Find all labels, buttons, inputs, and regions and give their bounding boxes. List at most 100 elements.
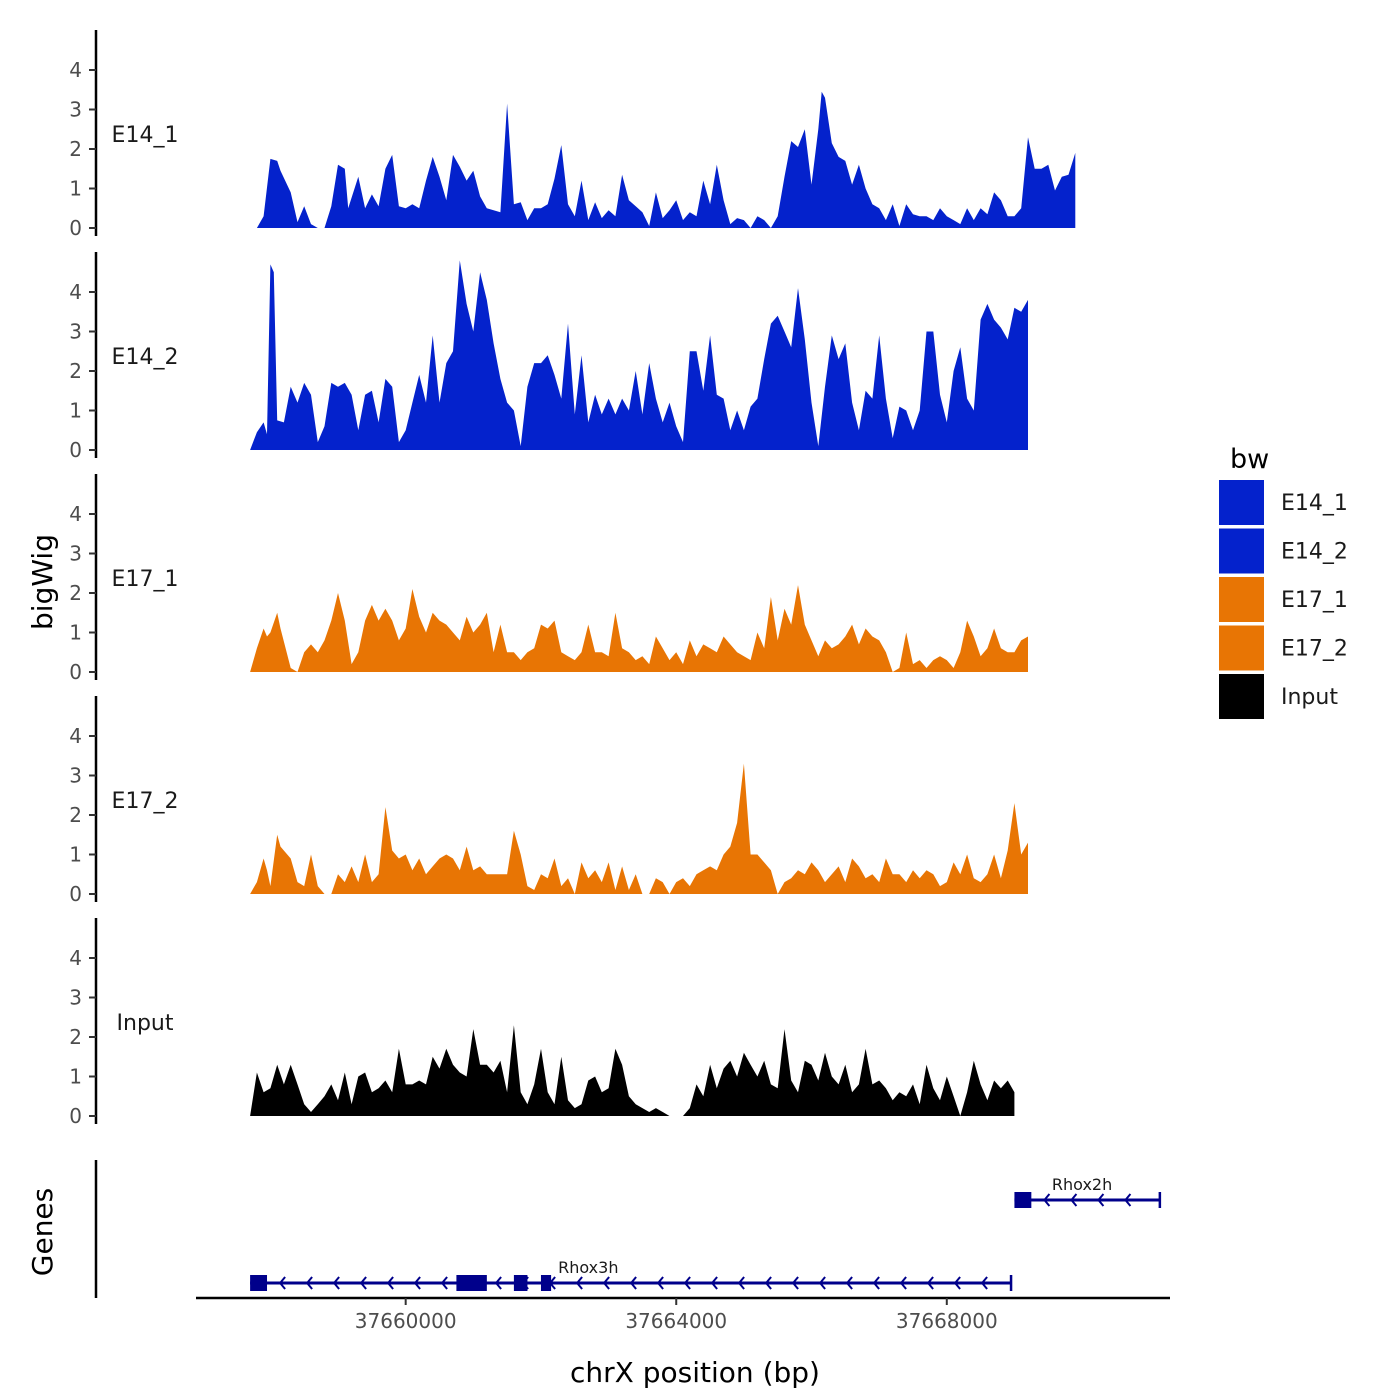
exon-block (513, 1275, 528, 1291)
strand-chevron (440, 1276, 448, 1290)
gene-annotation-track: Rhox3h Rhox2h (94, 1160, 1162, 1298)
strand-chevron (980, 1276, 988, 1290)
strand-chevron (413, 1276, 421, 1290)
x-axis: 37660000 37664000 37668000 (196, 1296, 1170, 1333)
strand-chevron (305, 1276, 313, 1290)
x-tick-label: 37660000 (355, 1309, 457, 1333)
y-tick-label: 0 (69, 1104, 82, 1128)
legend-swatch (1219, 528, 1264, 574)
strand-chevron (953, 1276, 961, 1290)
strand-chevron (1043, 1193, 1051, 1207)
strand-chevron (629, 1276, 637, 1290)
legend-item-e14-2: E14_2 (1219, 528, 1348, 574)
y-tick-label: 1 (69, 621, 82, 645)
strand-chevron (1097, 1193, 1105, 1207)
y-tick-label: 3 (69, 986, 82, 1010)
track-label: E14_2 (112, 345, 179, 370)
gene-label: Rhox2h (1052, 1175, 1112, 1194)
track-label: E14_1 (112, 123, 179, 148)
track-label: Input (117, 1011, 174, 1036)
track-e14-2: 0 1 2 3 4 E14_2 (69, 252, 1029, 462)
y-tick-label: 4 (69, 946, 82, 970)
gene-label: Rhox3h (558, 1258, 618, 1277)
y-tick-label: 3 (69, 542, 82, 566)
y-tick-label: 0 (69, 216, 82, 240)
y-tick-label: 1 (69, 843, 82, 867)
strand-chevron (710, 1276, 718, 1290)
strand-chevron (602, 1276, 610, 1290)
strand-chevron (656, 1276, 664, 1290)
track-label: E17_2 (112, 789, 179, 814)
legend-label: Input (1281, 685, 1338, 710)
strand-chevron (926, 1276, 934, 1290)
track-input: 0 1 2 3 4 Input (69, 918, 1015, 1128)
y-tick-label: 2 (69, 137, 82, 161)
strand-chevron (1124, 1193, 1132, 1207)
y-tick-label: 0 (69, 882, 82, 906)
signal-tracks: 0 1 2 3 4 E14_1 0 1 2 3 4 E14_2 0 1 2 3 4 E17_1 0 1 2 3 4 E17_2… (69, 30, 1076, 1128)
exon-block (456, 1275, 487, 1291)
y-tick-label: 0 (69, 660, 82, 684)
y-tick-label: 1 (69, 399, 82, 423)
strand-chevron (359, 1276, 367, 1290)
y-tick-label: 4 (69, 280, 82, 304)
y-tick-label: 0 (69, 438, 82, 462)
strand-chevron (386, 1276, 394, 1290)
y-tick-label: 2 (69, 1025, 82, 1049)
genes-axis-title: Genes (26, 1188, 59, 1276)
legend-label: E14_1 (1281, 491, 1348, 516)
y-tick-label: 2 (69, 359, 82, 383)
strand-chevron (494, 1276, 502, 1290)
legend-swatch (1219, 577, 1264, 622)
y-tick-label: 4 (69, 724, 82, 748)
legend-item-e17-1: E17_1 (1219, 577, 1348, 622)
legend-swatch (1219, 480, 1264, 525)
x-tick-label: 37664000 (625, 1309, 727, 1333)
track-e17-1: 0 1 2 3 4 E17_1 (69, 474, 1029, 684)
y-tick-label: 4 (69, 502, 82, 526)
legend-item-e17-2: E17_2 (1219, 625, 1348, 671)
strand-chevron (899, 1276, 907, 1290)
legend: bw E14_1 E14_2 E17_1 E17_2 Input (1219, 444, 1348, 719)
strand-chevron (818, 1276, 826, 1290)
legend-swatch (1219, 674, 1264, 719)
exon-block (540, 1275, 552, 1291)
strand-chevron (575, 1276, 583, 1290)
strand-chevron (791, 1276, 799, 1290)
legend-label: E17_2 (1281, 637, 1348, 662)
y-tick-label: 3 (69, 764, 82, 788)
strand-chevron (845, 1276, 853, 1290)
strand-chevron (1070, 1193, 1078, 1207)
legend-label: E14_2 (1281, 540, 1348, 565)
signal-area-e17-1 (250, 585, 1029, 672)
y-axis-title: bigWig (26, 534, 59, 630)
gene-rhox3h: Rhox3h (250, 1258, 1013, 1291)
y-tick-label: 2 (69, 803, 82, 827)
signal-area-e14-2 (250, 260, 1029, 450)
legend-title: bw (1230, 444, 1269, 475)
legend-label: E17_1 (1281, 588, 1348, 613)
y-tick-label: 3 (69, 98, 82, 122)
legend-item-e14-1: E14_1 (1219, 480, 1348, 525)
exon-block (250, 1275, 268, 1291)
track-e14-1: 0 1 2 3 4 E14_1 (69, 30, 1076, 240)
x-tick-label: 37668000 (896, 1309, 998, 1333)
strand-chevron (737, 1276, 745, 1290)
track-e17-2: 0 1 2 3 4 E17_2 (69, 696, 1029, 906)
gene-rhox2h: Rhox2h (1014, 1175, 1162, 1208)
signal-area-e17-2 (250, 763, 1029, 894)
exon-block (1014, 1192, 1032, 1208)
strand-chevron (683, 1276, 691, 1290)
y-tick-label: 2 (69, 581, 82, 605)
signal-area-e14-1 (250, 91, 1076, 228)
y-tick-label: 4 (69, 58, 82, 82)
y-tick-label: 1 (69, 177, 82, 201)
strand-chevron (332, 1276, 340, 1290)
y-tick-label: 1 (69, 1065, 82, 1089)
legend-item-input: Input (1219, 674, 1338, 719)
strand-chevron (872, 1276, 880, 1290)
strand-chevron (764, 1276, 772, 1290)
strand-chevron (278, 1276, 286, 1290)
x-axis-title: chrX position (bp) (570, 1356, 820, 1389)
